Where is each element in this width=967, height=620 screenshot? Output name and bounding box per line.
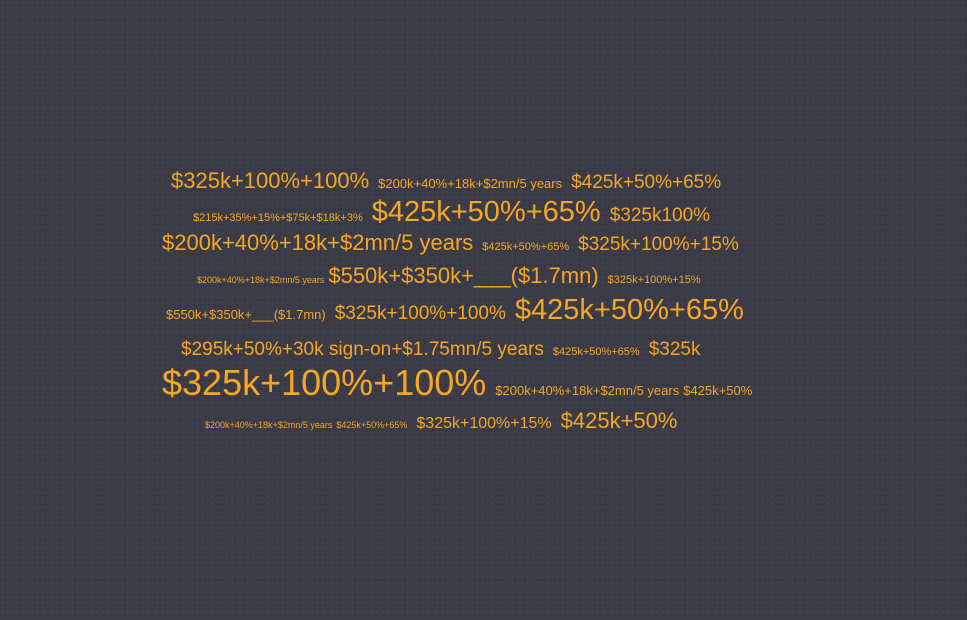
cloud-line: $200k+40%+18k+$2mn/5 years $425k+50%+65%… bbox=[205, 410, 677, 432]
cloud-word: $425k+50% bbox=[560, 408, 678, 433]
cloud-word: $325k+100%+15% bbox=[578, 234, 739, 255]
cloud-line: $200k+40%+18k+$2mn/5 years $550k+$350k+_… bbox=[197, 265, 701, 287]
cloud-word: $325k bbox=[648, 339, 701, 360]
cloud-word: $325k+100%+15% bbox=[416, 415, 552, 432]
cloud-word: $425k+50%+65% bbox=[482, 241, 570, 253]
cloud-word: $425k+50%+65% bbox=[336, 420, 408, 430]
cloud-word: $325k+100%+100% bbox=[162, 362, 487, 403]
cloud-word: $200k+40%+18k+$2mn/5 years bbox=[205, 420, 333, 430]
cloud-word: $200k+40%+18k+$2mn/5 years bbox=[495, 383, 680, 398]
cloud-word: $550k+$350k+___($1.7mn) bbox=[328, 263, 599, 288]
cloud-word: $215k+35%+15%+$75k+$18k+3% bbox=[193, 212, 363, 224]
cloud-word: $200k+40%+18k+$2mn/5 years bbox=[197, 275, 325, 285]
cloud-word: $425k+50% bbox=[683, 383, 753, 398]
cloud-line: $200k+40%+18k+$2mn/5 years $425k+50%+65%… bbox=[162, 230, 739, 255]
cloud-line: $215k+35%+15%+$75k+$18k+3% $425k+50%+65%… bbox=[193, 198, 710, 227]
cloud-word: $200k+40%+18k+$2mn/5 years bbox=[162, 230, 474, 255]
cloud-word: $325k100% bbox=[609, 205, 711, 226]
cloud-word: $425k+50%+65% bbox=[571, 172, 722, 193]
cloud-line: $295k+50%+30k sign-on+$1.75mn/5 years $4… bbox=[181, 340, 700, 359]
cloud-word: $295k+50%+30k sign-on+$1.75mn/5 years bbox=[181, 339, 544, 360]
cloud-line: $325k+100%+100% $200k+40%+18k+$2mn/5 yea… bbox=[171, 168, 722, 193]
cloud-word: $325k+100%+15% bbox=[607, 274, 701, 286]
cloud-word: $200k+40%+18k+$2mn/5 years bbox=[378, 176, 563, 191]
cloud-word: $325k+100%+100% bbox=[334, 303, 506, 324]
cloud-word: $550k+$350k+___($1.7mn) bbox=[166, 307, 326, 322]
cloud-word: $425k+50%+65% bbox=[371, 196, 601, 228]
cloud-word: $425k+50%+65% bbox=[552, 346, 640, 358]
cloud-word: $425k+50%+65% bbox=[514, 294, 744, 326]
cloud-word: $325k+100%+100% bbox=[171, 168, 370, 193]
cloud-line: $550k+$350k+___($1.7mn) $325k+100%+100% … bbox=[166, 296, 744, 325]
cloud-line: $325k+100%+100% $200k+40%+18k+$2mn/5 yea… bbox=[162, 365, 752, 401]
